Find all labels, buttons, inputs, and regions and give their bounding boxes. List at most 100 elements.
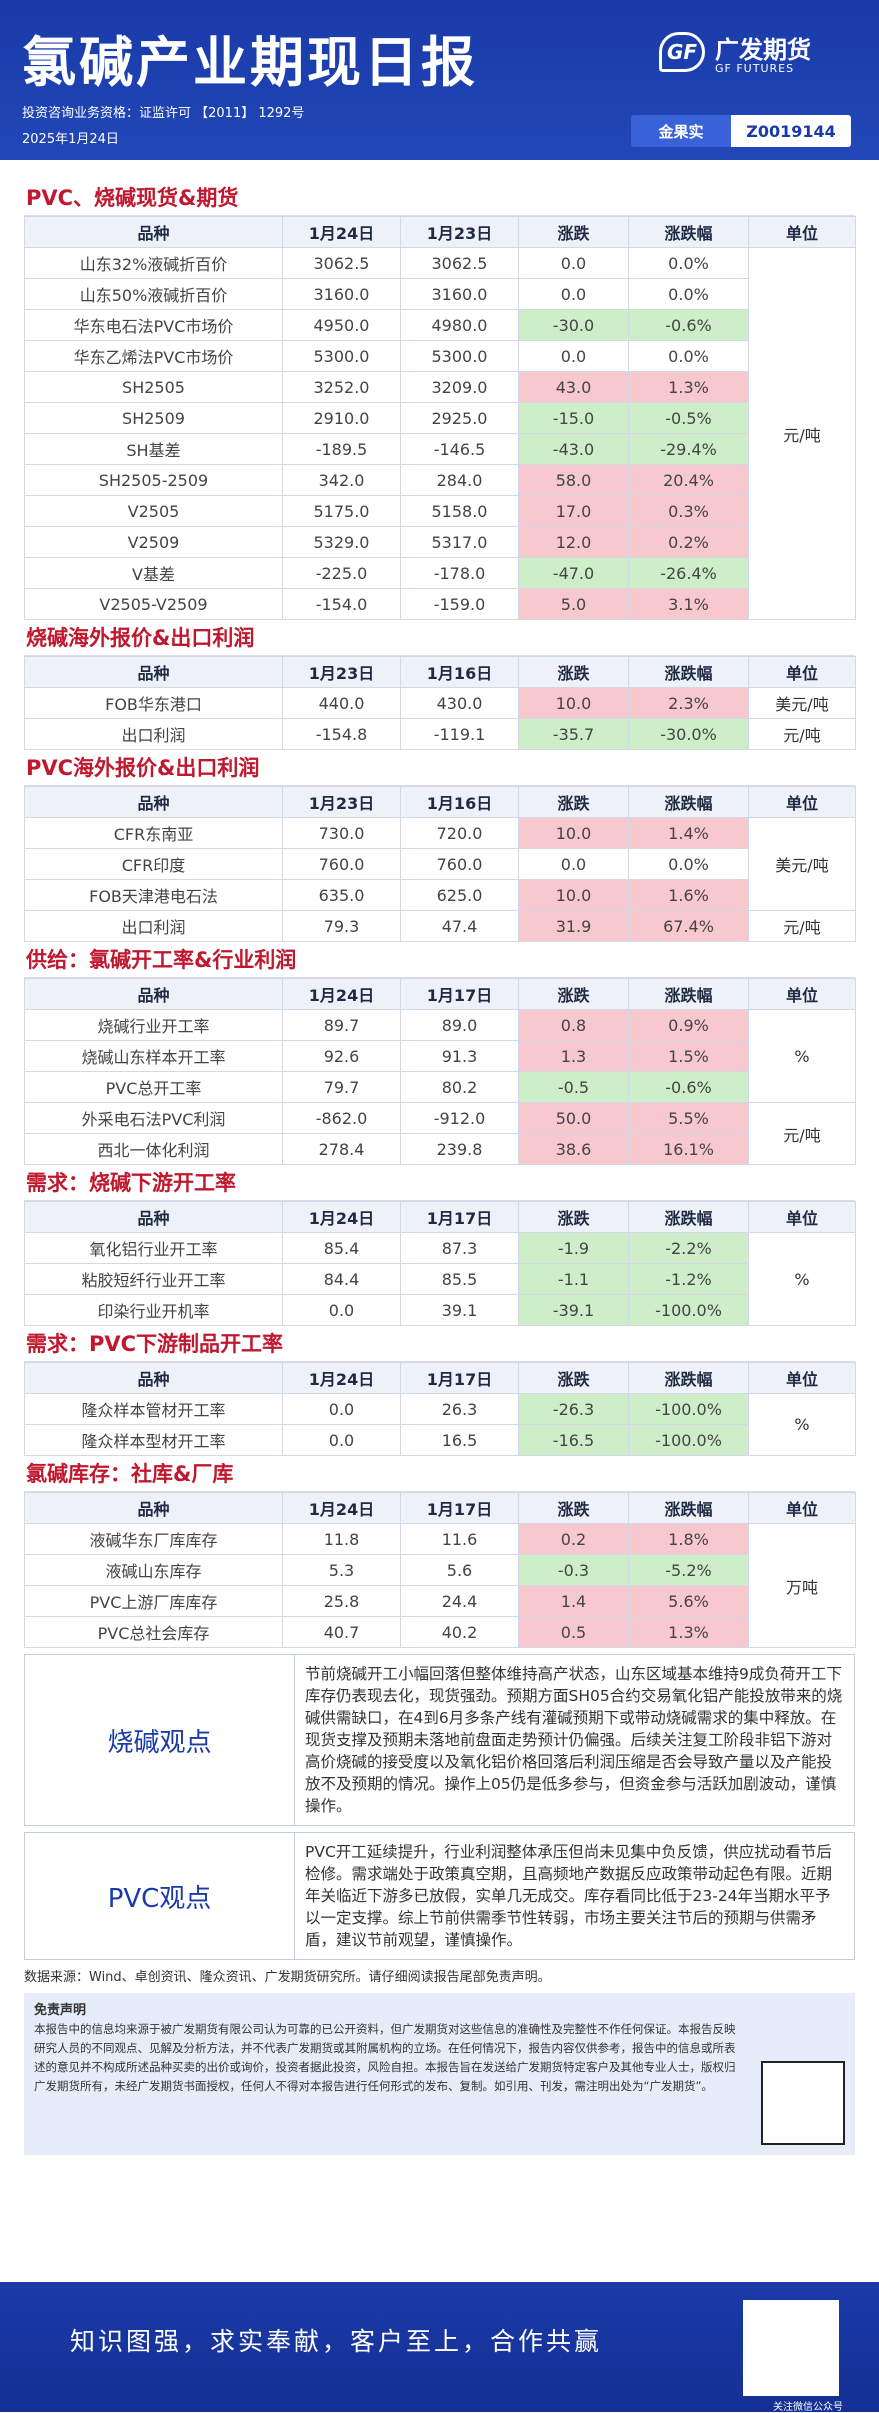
item-name-cell: 隆众样本型材开工率 [24,1424,283,1456]
value-current-cell: 5329.0 [282,526,401,558]
table-row: SH2505-2509 342.0 284.0 58.0 20.4% [24,464,856,496]
value-current-cell: 760.0 [282,848,401,880]
change-cell: -1.9 [518,1232,629,1264]
change-pct-cell: 3.1% [628,588,749,620]
value-previous-cell: 5317.0 [400,526,519,558]
item-name-cell: CFR东南亚 [24,817,283,849]
change-pct-cell: 1.6% [628,879,749,911]
unit-cell: 元/吨 [748,247,856,620]
value-previous-cell: 26.3 [400,1393,519,1425]
value-previous-cell: 4980.0 [400,309,519,341]
column-header: 品种 [24,978,283,1010]
change-cell: 50.0 [518,1102,629,1134]
change-cell: 10.0 [518,687,629,719]
item-name-cell: PVC总社会库存 [24,1616,283,1648]
change-pct-cell: 0.9% [628,1009,749,1041]
table-row: 烧碱山东样本开工率 92.6 91.3 1.3 1.5% [24,1040,856,1072]
change-pct-cell: 67.4% [628,910,749,942]
caustic-view-box: 烧碱观点 节前烧碱开工小幅回落但整体维持高产状态，山东区域基本维持9成负荷开工下… [24,1654,855,1826]
view-label: 烧碱观点 [25,1655,295,1825]
change-pct-cell: -0.6% [628,1071,749,1103]
change-cell: 0.5 [518,1616,629,1648]
value-current-cell: 2910.0 [282,402,401,434]
item-name-cell: V2505-V2509 [24,588,283,620]
value-current-cell: -154.0 [282,588,401,620]
value-current-cell: 5.3 [282,1554,401,1586]
change-cell: -35.7 [518,718,629,750]
change-cell: -26.3 [518,1393,629,1425]
column-header: 1月24日 [282,1492,401,1524]
change-cell: 10.0 [518,879,629,911]
value-previous-cell: -178.0 [400,557,519,589]
table-row: V2505-V2509 -154.0 -159.0 5.0 3.1% [24,588,856,620]
table-row: 山东32%液碱折百价 3062.5 3062.5 0.0 0.0% 元/吨 [24,247,856,620]
qr-label: 关注微信公众号 [773,2402,843,2413]
qr-code-icon [761,2061,845,2145]
change-cell: 58.0 [518,464,629,496]
change-pct-cell: 1.3% [628,1616,749,1648]
value-current-cell: 3062.5 [282,247,401,279]
table-header-row: 品种 1月24日 1月17日 涨跌 涨跌幅 单位 [24,1362,856,1394]
change-pct-cell: -30.0% [628,718,749,750]
table-row: V2509 5329.0 5317.0 12.0 0.2% [24,526,856,558]
value-previous-cell: -912.0 [400,1102,519,1134]
change-cell: -0.5 [518,1071,629,1103]
table-row: PVC总开工率 79.7 80.2 -0.5 -0.6% [24,1071,856,1103]
change-cell: -43.0 [518,433,629,465]
column-header: 品种 [24,216,283,248]
unit-cell: 美元/吨 [748,687,856,719]
change-pct-cell: 5.5% [628,1102,749,1134]
column-header: 涨跌 [518,786,629,818]
value-current-cell: 440.0 [282,687,401,719]
table-row: 隆众样本管材开工率 0.0 26.3 -26.3 -100.0%% [24,1393,856,1456]
report-body: PVC、烧碱现货&期货 品种 1月24日 1月23日 涨跌 涨跌幅 单位 山东32%液碱折百价… [24,180,856,2155]
value-current-cell: 0.0 [282,1294,401,1326]
column-header: 单位 [748,1201,856,1233]
item-name-cell: 氧化铝行业开工率 [24,1232,283,1264]
analyst-name: 金果实 [631,115,731,147]
value-current-cell: 79.7 [282,1071,401,1103]
unit-cell: 元/吨 [748,910,856,942]
column-header: 品种 [24,1492,283,1524]
value-current-cell: -862.0 [282,1102,401,1134]
change-cell: 0.0 [518,247,629,279]
item-name-cell: SH2505-2509 [24,464,283,496]
table-row: CFR印度 760.0 760.0 0.0 0.0% [24,848,856,880]
value-current-cell: 40.7 [282,1616,401,1648]
value-previous-cell: 39.1 [400,1294,519,1326]
change-cell: -39.1 [518,1294,629,1326]
column-header: 涨跌幅 [628,1201,749,1233]
change-cell: 0.8 [518,1009,629,1041]
value-previous-cell: 85.5 [400,1263,519,1295]
change-cell: -0.3 [518,1554,629,1586]
table-row: V2505 5175.0 5158.0 17.0 0.3% [24,495,856,527]
pvc-view-box: PVC观点 PVC开工延续提升，行业利润整体承压但尚未见集中负反馈，供应扰动看节… [24,1832,855,1960]
view-label: PVC观点 [25,1833,295,1959]
change-cell: 1.4 [518,1585,629,1617]
column-header: 涨跌幅 [628,1362,749,1394]
item-name-cell: 烧碱山东样本开工率 [24,1040,283,1072]
column-header: 1月24日 [282,1362,401,1394]
table-row: PVC上游厂库库存 25.8 24.4 1.4 5.6% [24,1585,856,1617]
column-header: 1月16日 [400,786,519,818]
column-header: 品种 [24,656,283,688]
column-header: 1月16日 [400,656,519,688]
column-header: 涨跌 [518,1492,629,1524]
gf-logo-icon: GF [659,32,705,72]
change-pct-cell: -5.2% [628,1554,749,1586]
item-name-cell: FOB华东港口 [24,687,283,719]
change-cell: -15.0 [518,402,629,434]
column-header: 涨跌 [518,216,629,248]
change-cell: 0.2 [518,1523,629,1555]
data-table: 品种 1月24日 1月17日 涨跌 涨跌幅 单位 隆众样本管材开工率 0.0 26.3 -26.3… [24,1362,856,1456]
value-previous-cell: 239.8 [400,1133,519,1165]
section-title: PVC海外报价&出口利润 [24,750,855,786]
value-current-cell: 635.0 [282,879,401,911]
item-name-cell: V基差 [24,557,283,589]
unit-cell: 元/吨 [748,1102,856,1165]
value-previous-cell: 16.5 [400,1424,519,1456]
item-name-cell: 华东乙烯法PVC市场价 [24,340,283,372]
change-pct-cell: -1.2% [628,1263,749,1295]
column-header: 涨跌幅 [628,216,749,248]
table-row: 粘胶短纤行业开工率 84.4 85.5 -1.1 -1.2% [24,1263,856,1295]
